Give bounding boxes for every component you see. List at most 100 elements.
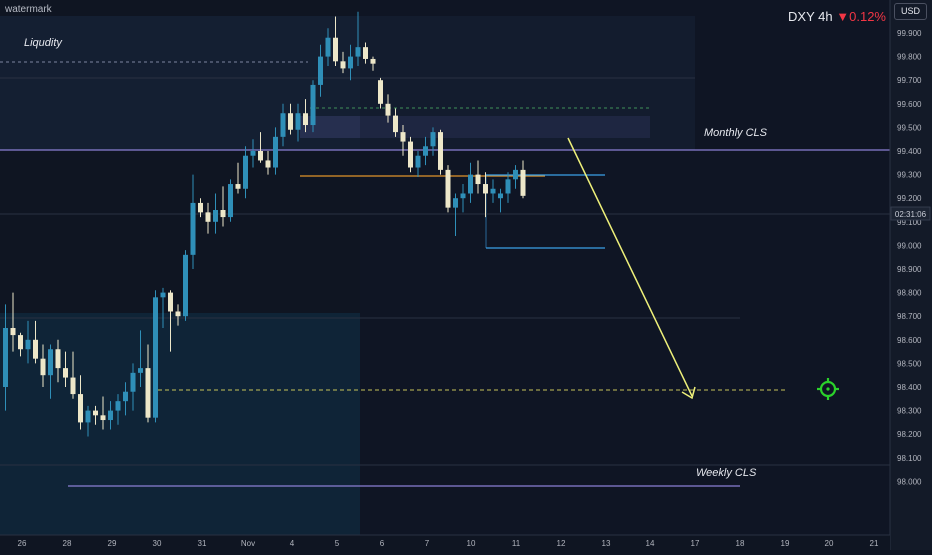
candle-bear[interactable] [303, 113, 308, 126]
candle-bear[interactable] [333, 37, 338, 62]
candle-bear[interactable] [168, 292, 173, 312]
interval-label[interactable]: 4h [818, 9, 833, 24]
candle-bear[interactable] [33, 339, 38, 359]
candle-bear[interactable] [363, 47, 368, 59]
candle-bear[interactable] [340, 61, 346, 69]
candle-bull[interactable] [415, 155, 421, 168]
candle-bear[interactable] [483, 184, 488, 194]
candle-bull[interactable] [108, 410, 113, 421]
candle-bull[interactable] [468, 174, 473, 194]
y-tick-label: 98.800 [897, 289, 922, 298]
time-axis[interactable] [0, 535, 890, 550]
candle-bull[interactable] [513, 169, 518, 180]
candle-bear[interactable] [258, 151, 263, 161]
candle-bull[interactable] [243, 155, 248, 189]
candle-bear[interactable] [475, 174, 481, 185]
candle-bull[interactable] [505, 179, 511, 194]
candle-bull[interactable] [453, 198, 458, 208]
candle-bull[interactable] [138, 368, 143, 373]
candle-bull[interactable] [318, 56, 323, 85]
candle-bull[interactable] [348, 56, 353, 69]
x-tick-label: 12 [557, 539, 566, 548]
countdown-tag [890, 206, 931, 221]
candle-bear[interactable] [400, 132, 406, 142]
candle-bull[interactable] [310, 84, 316, 126]
candle-bull[interactable] [130, 372, 136, 392]
candle-bear[interactable] [393, 115, 398, 133]
candle-bear[interactable] [70, 377, 76, 395]
candle-bull[interactable] [213, 210, 218, 222]
candle-bear[interactable] [198, 202, 203, 213]
candle-bull[interactable] [3, 328, 8, 387]
candle-bear[interactable] [10, 328, 16, 336]
y-tick-label: 98.300 [897, 407, 922, 416]
candle-bear[interactable] [63, 368, 68, 378]
candle-bear[interactable] [18, 335, 23, 350]
time-axis-ticks: 26 28 29 30 31 Nov 4 5 6 7 10 11 12 13 14 17 18 19 20 21 [18, 539, 879, 548]
price-axis[interactable] [890, 0, 932, 550]
candle-bear[interactable] [520, 169, 526, 196]
candle-bull[interactable] [153, 297, 158, 418]
candle-bull[interactable] [123, 391, 128, 402]
candle-bull[interactable] [498, 193, 503, 199]
candle-bear[interactable] [385, 103, 391, 116]
currency-button[interactable]: USD [894, 3, 927, 20]
x-tick-label: 19 [781, 539, 790, 548]
price-axis-ticks: 99.900 99.800 99.700 99.600 99.500 99.400 99.3… [897, 29, 922, 486]
candle-bear[interactable] [93, 410, 98, 416]
candle-bull[interactable] [295, 113, 301, 130]
candle-bear[interactable] [438, 132, 443, 170]
x-tick-label: 30 [153, 539, 162, 548]
candle-bull[interactable] [183, 254, 188, 317]
y-tick-label: 99.700 [897, 76, 922, 85]
candle-bull[interactable] [190, 202, 196, 255]
y-tick-label: 98.600 [897, 336, 922, 345]
x-tick-label: 17 [691, 539, 700, 548]
candle-bear[interactable] [40, 358, 46, 376]
candle-bull[interactable] [250, 151, 256, 156]
y-tick-label: 99.200 [897, 194, 922, 203]
candle-bear[interactable] [265, 160, 271, 168]
arrow-head-icon [681, 386, 696, 400]
candle-bull[interactable] [48, 349, 53, 376]
y-tick-label: 99.500 [897, 123, 922, 132]
candle-bear[interactable] [408, 141, 413, 168]
candle-bull[interactable] [228, 184, 233, 218]
candle-bull[interactable] [430, 132, 436, 147]
candle-bear[interactable] [205, 212, 211, 222]
candle-bear[interactable] [220, 210, 226, 218]
x-tick-label: 18 [736, 539, 745, 548]
candle-bear[interactable] [55, 349, 61, 369]
candle-bear[interactable] [445, 169, 451, 208]
candle-bull[interactable] [115, 401, 121, 411]
candle-bull[interactable] [25, 339, 31, 350]
candle-bear[interactable] [378, 80, 383, 104]
symbol-label[interactable]: DXY [788, 9, 815, 24]
x-tick-label: 4 [290, 539, 295, 548]
candle-bull[interactable] [280, 113, 286, 137]
watermark-text: watermark [5, 4, 52, 15]
candle-bear[interactable] [370, 58, 376, 64]
candle-bear[interactable] [100, 415, 106, 421]
candle-bull[interactable] [423, 146, 428, 156]
candle-bull[interactable] [355, 47, 361, 57]
candle-bear[interactable] [145, 368, 151, 418]
projection-arrow-line[interactable] [567, 137, 693, 397]
crosshair-target-icon[interactable] [817, 378, 839, 400]
y-tick-label: 99.900 [897, 29, 922, 38]
candle-bull[interactable] [490, 188, 496, 194]
candle-bear[interactable] [175, 311, 181, 317]
candle-bull[interactable] [460, 193, 466, 199]
candle-bull[interactable] [273, 136, 278, 168]
y-tick-label: 98.900 [897, 265, 922, 274]
candle-bear[interactable] [78, 394, 83, 423]
candle-bear[interactable] [235, 184, 241, 189]
x-tick-label: 31 [198, 539, 207, 548]
candle-bull[interactable] [325, 37, 331, 57]
y-tick-label: 98.400 [897, 383, 922, 392]
candle-bull[interactable] [160, 292, 166, 298]
candle-bear[interactable] [288, 113, 293, 130]
candle-bull[interactable] [85, 410, 91, 423]
